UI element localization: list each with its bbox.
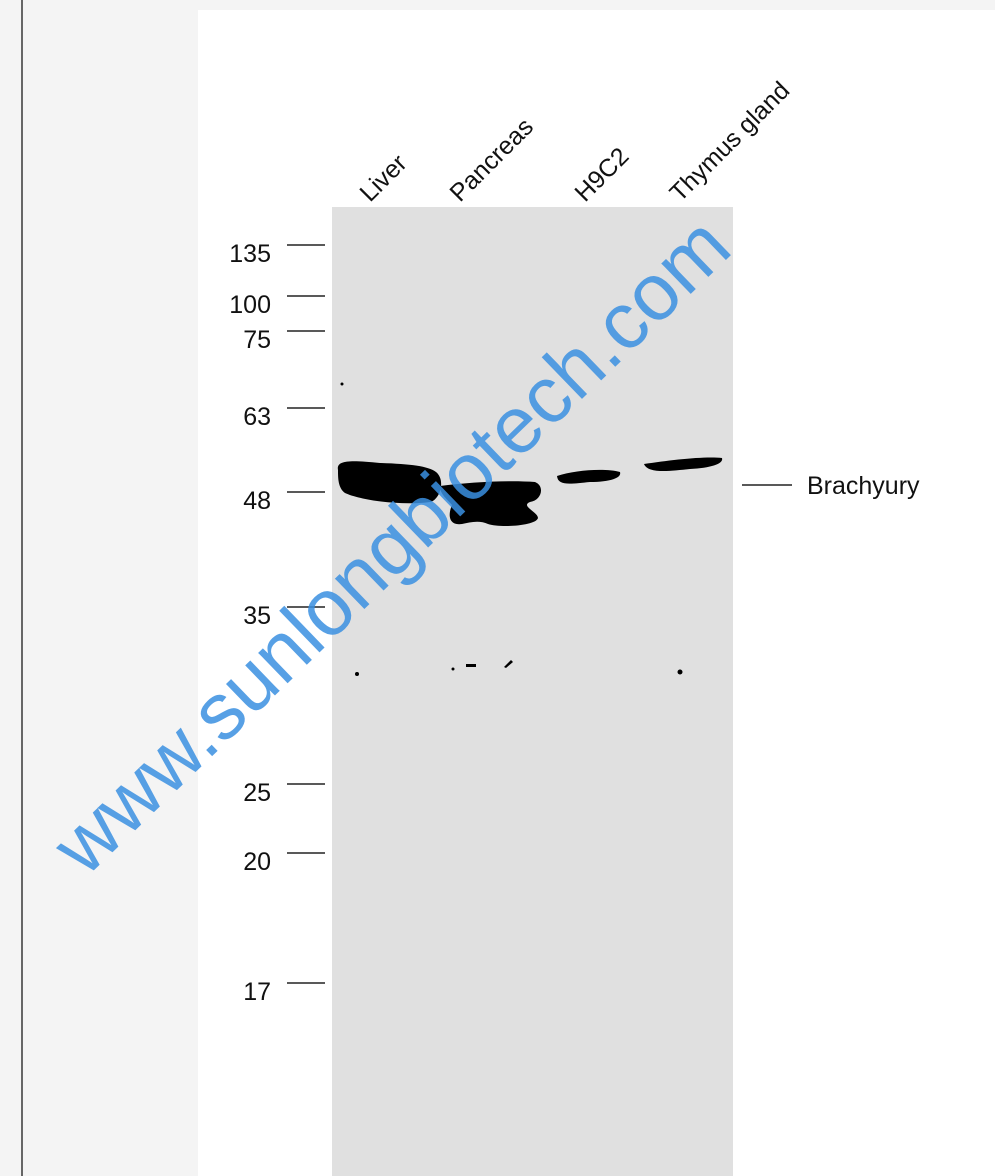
marker-label: 135 [229, 240, 271, 268]
speck [355, 672, 359, 676]
marker-label: 48 [243, 487, 271, 515]
marker-label: 100 [229, 291, 271, 319]
marker-label: 75 [243, 326, 271, 354]
marker-label: 20 [243, 848, 271, 876]
speck [341, 383, 344, 386]
marker-label: 17 [243, 978, 271, 1006]
figure: 13510075634835252017 Liver Pancreas H9C2… [0, 0, 995, 1176]
speck [452, 668, 455, 671]
speck [678, 670, 683, 675]
band-label: Brachyury [807, 472, 920, 500]
speck [466, 664, 476, 667]
marker-label: 25 [243, 779, 271, 807]
marker-label: 63 [243, 403, 271, 431]
